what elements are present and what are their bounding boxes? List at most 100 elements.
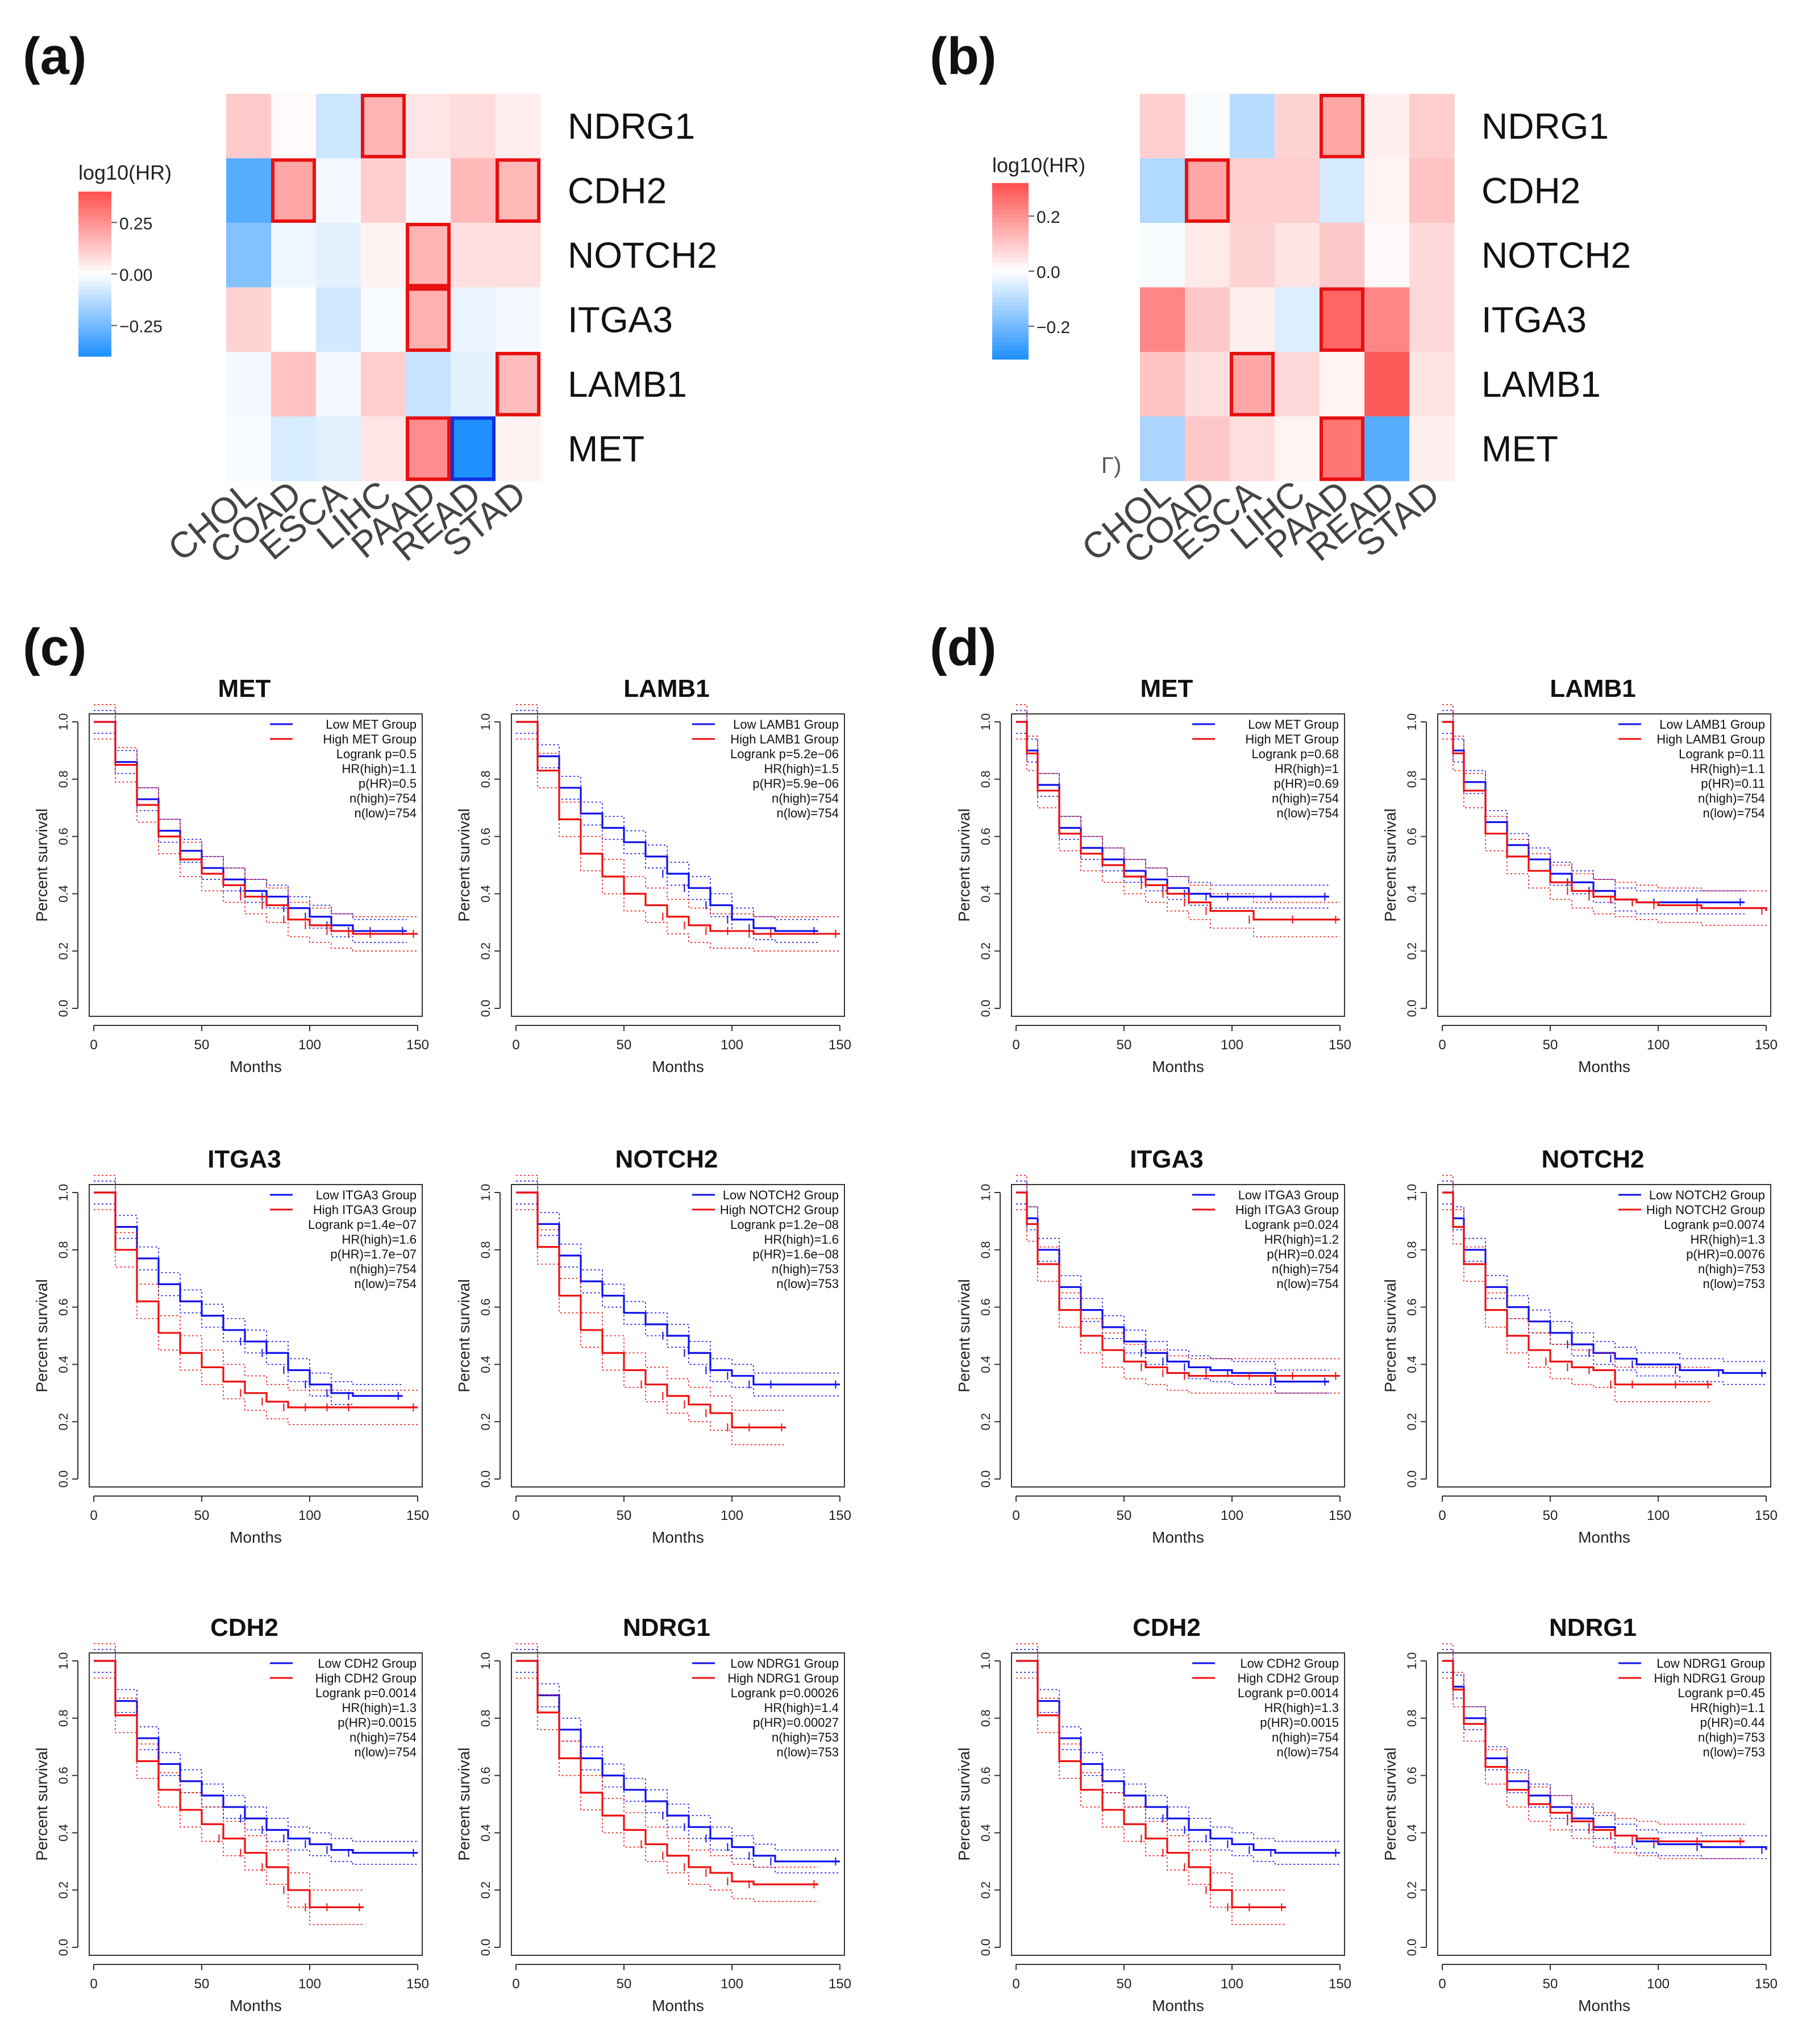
x-tick-label: 100 (1221, 1508, 1243, 1523)
y-axis-label: Percent survival (33, 1747, 51, 1860)
legend-swatch (992, 315, 1029, 320)
legend-swatch (78, 208, 111, 213)
legend-entry: High MET Group (1245, 732, 1339, 746)
x-axis-label: Months (230, 1997, 282, 2014)
heatmap-cell (1140, 287, 1185, 352)
x-axis-label: Months (652, 1997, 704, 2014)
y-axis-label: Percent survival (455, 808, 473, 921)
heatmap-cell (1140, 416, 1185, 481)
x-tick-label: 100 (721, 1976, 743, 1992)
y-tick-label: 1.0 (56, 1652, 70, 1670)
stat-line: n(high)=754 (772, 791, 839, 805)
significance-box (1320, 416, 1364, 481)
legend-entry: High ITGA3 Group (1235, 1203, 1339, 1217)
legend-swatch (992, 333, 1029, 338)
x-tick-label: 150 (829, 1508, 851, 1523)
heatmap-cell (271, 352, 317, 417)
panel-label-c: (c) (23, 618, 86, 676)
heatmap-cell (1364, 352, 1410, 417)
x-tick-label: 150 (406, 1508, 429, 1523)
y-tick-label: 0.6 (478, 1767, 493, 1784)
legend-entry: High LAMB1 Group (730, 732, 839, 746)
legend-swatch (992, 342, 1029, 347)
y-tick-label: 1.0 (979, 713, 993, 731)
heatmap-cell (316, 416, 361, 481)
heatmap-cell (316, 223, 361, 288)
legend-swatch (992, 267, 1029, 272)
stat-line: Logrank p=0.0014 (315, 1686, 417, 1700)
stat-line: p(HR)=0.11 (1701, 776, 1765, 791)
heatmap-cell (271, 416, 317, 481)
x-tick-label: 0 (1012, 1976, 1019, 1992)
y-tick-label: 0.0 (56, 1000, 70, 1017)
km-plots: MET 0 50 100 150 Months 0.0 0.2 0.4 0.6 0.8 1.0 Perc… (33, 675, 1778, 2014)
legend-swatch (78, 253, 111, 258)
heatmap-cell (406, 416, 451, 481)
stat-line: p(HR)=0.5 (359, 776, 417, 791)
x-tick-label: 150 (829, 1976, 851, 1992)
heatmap-cell (406, 287, 451, 352)
heatmap-cell (1140, 352, 1185, 417)
legend-swatch (78, 232, 111, 238)
y-axis-label: Percent survival (955, 1279, 973, 1392)
ci-lower-high (1016, 1677, 1286, 1925)
ci-upper-high (94, 704, 418, 917)
legend-swatch (78, 290, 111, 295)
x-tick-label: 50 (617, 1976, 632, 1992)
x-tick-label: 50 (1543, 1508, 1558, 1523)
survival-curve-low (516, 1660, 840, 1863)
legend-swatch (992, 240, 1029, 246)
heatmap-cell (361, 416, 406, 481)
legend-swatch (992, 284, 1029, 289)
legend-swatch (992, 328, 1029, 334)
y-tick-label: 0.2 (56, 1881, 70, 1899)
y-tick-label: 0.0 (56, 1470, 70, 1488)
legend-swatch (78, 302, 111, 308)
heatmap-cell (451, 158, 496, 223)
legend-swatch (78, 331, 111, 336)
legend-entry: Low NOTCH2 Group (723, 1188, 839, 1202)
x-tick-label: 150 (829, 1037, 851, 1053)
survival-curve-low (516, 721, 818, 932)
x-tick-label: 50 (1543, 1976, 1558, 1992)
legend-swatch (992, 280, 1029, 285)
row-label: MET (1481, 428, 1558, 469)
y-tick-label: 0.6 (478, 828, 493, 845)
survival-curve-high (516, 1660, 818, 1885)
legend-swatch (992, 201, 1029, 206)
row-label: CDH2 (1481, 170, 1580, 211)
y-tick-label: 0.0 (56, 1939, 70, 1956)
stat-line: p(HR)=0.0076 (1686, 1247, 1765, 1261)
legend-entry: High CDH2 Group (1237, 1671, 1339, 1685)
survival-curve-high (94, 721, 418, 935)
legend-swatch (78, 249, 111, 254)
stat-line: n(high)=754 (349, 791, 417, 805)
row-label: CDH2 (568, 170, 667, 211)
km-title: CDH2 (1133, 1614, 1201, 1642)
km-plot-d-notch2: NOTCH2 0 50 100 150 Months 0.0 0.2 0.4 0.6 0.8 1.0 P… (1381, 1145, 1778, 1546)
ci-lower-low (94, 1672, 418, 1865)
legend-entry: Low LAMB1 Group (1659, 717, 1765, 732)
legend-swatch (78, 261, 111, 267)
legend-swatch (992, 257, 1029, 263)
y-tick-label: 0.8 (979, 1241, 993, 1259)
significance-box (451, 416, 496, 481)
km-frame (1011, 1184, 1345, 1488)
km-title: CDH2 (210, 1614, 278, 1642)
stat-line: p(HR)=0.0015 (1260, 1715, 1339, 1730)
x-tick-label: 50 (617, 1508, 632, 1523)
ci-lower-low (94, 733, 407, 943)
ci-upper-low (94, 710, 407, 920)
y-tick-label: 0.8 (1405, 771, 1419, 788)
survival-curve-high (1016, 1660, 1286, 1909)
legend-swatch (78, 323, 111, 328)
y-tick-label: 1.0 (478, 713, 493, 731)
x-tick-label: 0 (1012, 1037, 1019, 1053)
x-tick-label: 100 (721, 1508, 743, 1523)
y-tick-label: 0.8 (1405, 1241, 1419, 1259)
legend-swatch (992, 297, 1029, 302)
heatmap-cell (1275, 416, 1320, 481)
legend-swatch (992, 187, 1029, 193)
y-tick-label: 0.4 (478, 885, 493, 903)
panel-label-b: (b) (930, 27, 996, 85)
